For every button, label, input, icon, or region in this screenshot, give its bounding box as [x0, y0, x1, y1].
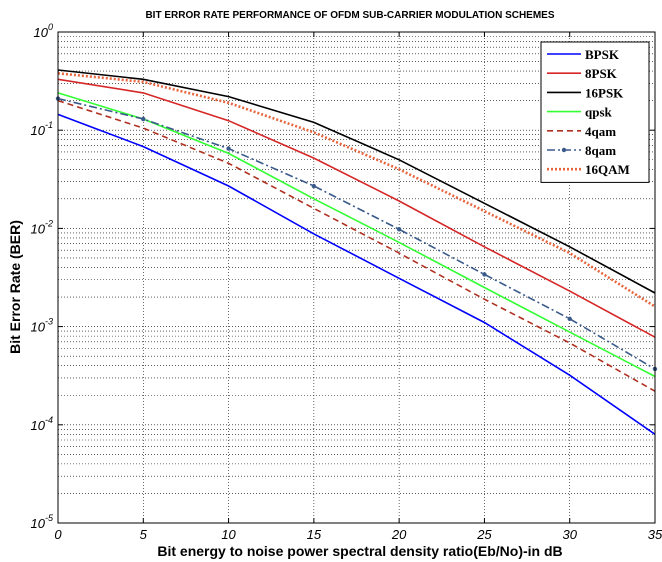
series-lines: [55, 69, 658, 435]
y-tick-label: 100: [34, 22, 53, 40]
y-tick-label: 10-2: [31, 218, 53, 236]
x-tick-label: 25: [476, 527, 492, 542]
x-tick-label: 5: [140, 527, 148, 542]
series-point-8qam: [482, 272, 487, 277]
series-line-8psk: [57, 78, 656, 338]
y-tick-label: 10-3: [31, 317, 53, 335]
legend-label: 8PSK: [585, 66, 618, 81]
legend: BPSK 8PSK 16PSK qpsk 4qam 8qam 16QAM: [540, 41, 650, 183]
series-line-bpsk: [57, 113, 656, 435]
x-tick-label: 10: [221, 527, 236, 542]
legend-label: 16PSK: [585, 85, 624, 100]
legend-label: 16QAM: [585, 162, 630, 177]
plot-frame: [57, 31, 656, 524]
x-tick-label: 20: [391, 527, 407, 542]
legend-label: qpsk: [585, 105, 613, 120]
series-point-8qam: [396, 227, 402, 232]
y-axis-label: Bit Error Rate (BER): [7, 220, 23, 354]
y-tick-label: 10-1: [31, 120, 53, 138]
y-tick-label: 10-5: [31, 513, 54, 531]
axis-ticks: 0 5 10 15 20 25 30 35 100 10-1 10-2 10-3 10-4 10-5: [31, 22, 662, 542]
series-point-8qam: [226, 146, 231, 151]
series-line-8qam: [57, 97, 656, 370]
series-line-4qam: [57, 99, 656, 392]
series-line-16qam: [57, 72, 656, 308]
series-line-16psk: [57, 69, 656, 294]
x-tick-label: 15: [307, 527, 322, 542]
chart-title: BIT ERROR RATE PERFORMANCE OF OFDM SUB-C…: [145, 10, 554, 21]
x-tick-label: 0: [54, 527, 62, 542]
series-point-8qam: [567, 316, 572, 322]
x-tick-label: 30: [562, 527, 577, 542]
x-axis-label: Bit energy to noise power spectral densi…: [157, 543, 562, 559]
series-point-8qam: [311, 183, 317, 189]
legend-label: 4qam: [585, 124, 616, 139]
x-tick-label: 35: [648, 527, 662, 542]
series-point-8qam: [141, 116, 146, 122]
y-tick-label: 10-4: [31, 415, 53, 433]
legend-label: 8qam: [585, 143, 616, 158]
legend-label: BPSK: [585, 47, 620, 62]
legend-swatch-marker: [561, 147, 567, 153]
